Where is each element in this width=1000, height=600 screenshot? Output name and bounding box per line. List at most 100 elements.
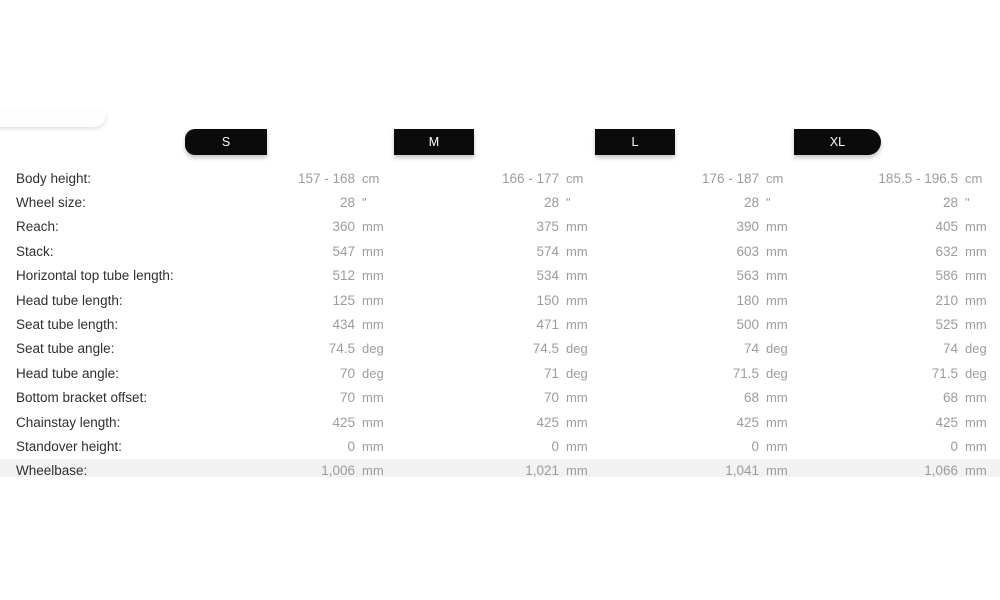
- cell-group-l: 500 mm: [559, 312, 789, 336]
- cell-value: 157 - 168: [297, 170, 355, 186]
- cell-group-l: 563 mm: [559, 264, 789, 288]
- cell-unit: mm: [566, 463, 588, 477]
- table-row: Body height: 157 - 168 cm 166 - 177 cm 176…: [0, 166, 1000, 190]
- cell-unit: mm: [965, 317, 987, 333]
- cell-value: 210: [935, 292, 958, 308]
- cell-group-xl: 185.5 - 196.5 cm: [758, 166, 988, 190]
- cell-group-m: 150 mm: [359, 288, 589, 312]
- cell-value: 0: [950, 438, 958, 454]
- cell-group-m: 71 deg: [359, 361, 589, 385]
- cell-group-s: 425 mm: [155, 410, 385, 434]
- row-label: Stack:: [16, 243, 54, 259]
- table-row: Head tube length: 125 mm 150 mm 180 mm 210 m…: [0, 288, 1000, 312]
- cell-value: 74: [743, 341, 759, 357]
- cell-group-xl: 0 mm: [758, 434, 988, 458]
- cell-unit: mm: [566, 414, 588, 430]
- cell-group-m: 425 mm: [359, 410, 589, 434]
- cell-group-l: 180 mm: [559, 288, 789, 312]
- cell-value: 166 - 177: [501, 170, 559, 186]
- cell-group-s: 70 deg: [155, 361, 385, 385]
- cell-unit: deg: [362, 365, 384, 381]
- cell-group-l: 603 mm: [559, 239, 789, 263]
- cell-unit: mm: [766, 219, 788, 235]
- row-label: Wheelbase:: [16, 463, 88, 477]
- cell-value: 1,041: [725, 463, 759, 477]
- cell-unit: ": [566, 195, 571, 211]
- cell-unit: mm: [766, 243, 788, 259]
- table-row: Seat tube angle: 74.5 deg 74.5 deg 74 deg 7…: [0, 337, 1000, 361]
- cell-group-xl: 632 mm: [758, 239, 988, 263]
- cell-group-l: 71.5 deg: [559, 361, 789, 385]
- cell-unit: cm: [362, 170, 380, 186]
- cell-unit: deg: [965, 341, 987, 357]
- cell-value: 375: [536, 219, 559, 235]
- row-label: Head tube length:: [16, 292, 123, 308]
- cell-value: 0: [551, 438, 559, 454]
- row-label: Chainstay length:: [16, 414, 121, 430]
- cell-group-l: 390 mm: [559, 215, 789, 239]
- cell-group-m: 1,021 mm: [359, 459, 589, 477]
- cell-value: 574: [536, 243, 559, 259]
- cell-group-l: 28 ": [559, 190, 789, 214]
- cell-value: 70: [339, 390, 355, 406]
- cell-value: 360: [332, 219, 355, 235]
- cell-group-xl: 71.5 deg: [758, 361, 988, 385]
- table-row: Stack: 547 mm 574 mm 603 mm 632 mm: [0, 239, 1000, 263]
- cell-unit: deg: [766, 341, 788, 357]
- table-row: Bottom bracket offset: 70 mm 70 mm 68 mm 68…: [0, 386, 1000, 410]
- size-tab-l[interactable]: L: [595, 129, 675, 155]
- cell-group-xl: 405 mm: [758, 215, 988, 239]
- size-tab-xl[interactable]: XL: [794, 129, 881, 155]
- cell-group-s: 1,006 mm: [155, 459, 385, 477]
- cell-unit: mm: [766, 438, 788, 454]
- cell-group-m: 74.5 deg: [359, 337, 589, 361]
- cell-group-xl: 525 mm: [758, 312, 988, 336]
- cell-value: 1,021: [525, 463, 559, 477]
- cell-unit: mm: [362, 317, 384, 333]
- cell-unit: deg: [766, 365, 788, 381]
- cell-unit: mm: [362, 219, 384, 235]
- cell-group-xl: 1,066 mm: [758, 459, 988, 477]
- cell-unit: mm: [965, 292, 987, 308]
- cell-unit: mm: [965, 414, 987, 430]
- cell-value: 74: [942, 341, 958, 357]
- cell-unit: mm: [362, 463, 384, 477]
- cell-group-s: 28 ": [155, 190, 385, 214]
- cell-value: 425: [935, 414, 958, 430]
- cell-unit: deg: [362, 341, 384, 357]
- size-tab-s[interactable]: S: [185, 129, 267, 155]
- cell-group-l: 68 mm: [559, 386, 789, 410]
- cell-value: 0: [347, 438, 355, 454]
- cell-unit: mm: [766, 414, 788, 430]
- cell-unit: mm: [566, 243, 588, 259]
- cell-unit: deg: [566, 341, 588, 357]
- row-label: Horizontal top tube length:: [16, 268, 174, 284]
- cell-value: 425: [332, 414, 355, 430]
- size-tab-m[interactable]: M: [394, 129, 474, 155]
- cell-unit: mm: [362, 243, 384, 259]
- cell-value: 525: [935, 317, 958, 333]
- cell-group-m: 534 mm: [359, 264, 589, 288]
- cell-value: 0: [751, 438, 759, 454]
- cell-unit: ": [965, 195, 970, 211]
- cell-value: 74.5: [532, 341, 559, 357]
- cell-unit: mm: [965, 268, 987, 284]
- cell-group-m: 70 mm: [359, 386, 589, 410]
- cell-value: 603: [736, 243, 759, 259]
- cell-group-s: 70 mm: [155, 386, 385, 410]
- table-row: Standover height: 0 mm 0 mm 0 mm 0 mm: [0, 434, 1000, 458]
- cell-unit: mm: [566, 268, 588, 284]
- cell-group-l: 425 mm: [559, 410, 789, 434]
- cell-value: 185.5 - 196.5: [878, 170, 958, 186]
- cell-value: 28: [543, 195, 559, 211]
- cell-unit: mm: [766, 390, 788, 406]
- cell-value: 512: [332, 268, 355, 284]
- cell-unit: mm: [965, 390, 987, 406]
- cell-unit: cm: [965, 170, 983, 186]
- cell-unit: deg: [566, 365, 588, 381]
- cell-group-l: 0 mm: [559, 434, 789, 458]
- cell-unit: mm: [566, 292, 588, 308]
- cell-unit: ": [766, 195, 771, 211]
- cell-value: 176 - 187: [701, 170, 759, 186]
- cell-value: 405: [935, 219, 958, 235]
